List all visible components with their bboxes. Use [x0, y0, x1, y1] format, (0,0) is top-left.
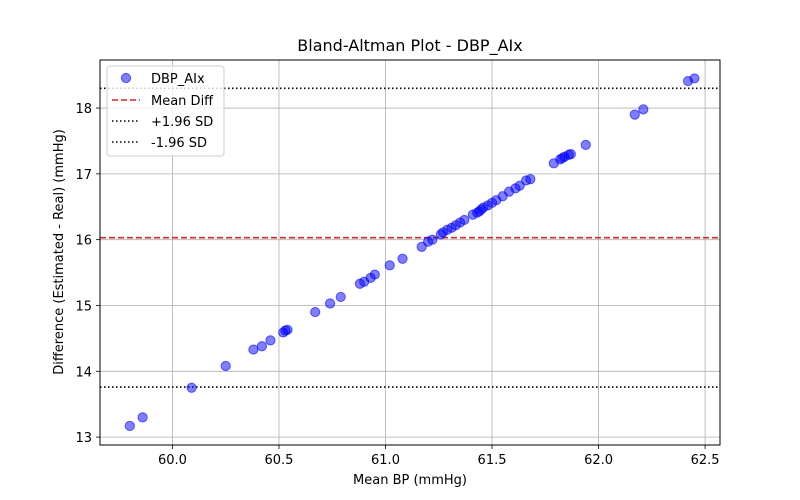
legend-label-upper: +1.96 SD — [151, 115, 213, 130]
data-point — [459, 214, 470, 226]
data-point — [256, 341, 268, 352]
data-point — [427, 234, 438, 245]
data-point — [124, 420, 135, 432]
data-point — [325, 298, 336, 309]
grid-lines — [100, 60, 720, 445]
data-point — [638, 104, 649, 115]
legend-marker-scatter — [120, 72, 132, 84]
data-point — [310, 306, 321, 318]
plot-border — [99, 59, 721, 446]
x-tick-label: 60.5 — [264, 453, 293, 468]
data-point — [397, 253, 408, 264]
legend-label-lower: -1.96 SD — [151, 136, 207, 151]
y-tick-label: 17 — [75, 168, 92, 183]
data-point — [186, 382, 197, 393]
data-point — [384, 260, 395, 271]
data-point — [137, 412, 148, 423]
y-tick-label: 14 — [75, 365, 92, 380]
data-point — [565, 149, 576, 160]
data-point — [369, 269, 380, 280]
chart-title: Bland-Altman Plot - DBP_AIx — [297, 36, 522, 56]
x-axis-title: Mean BP (mmHg) — [353, 473, 467, 488]
data-point — [629, 109, 640, 120]
data-point — [335, 291, 346, 303]
y-tick-label: 16 — [75, 234, 92, 249]
reference-lines — [100, 87, 720, 388]
data-points — [124, 73, 700, 432]
x-tick-label: 62.5 — [691, 453, 720, 468]
data-point — [689, 73, 700, 84]
y-tick-label: 13 — [75, 431, 92, 446]
legend-label-mean: Mean Diff — [151, 94, 214, 109]
data-point — [265, 335, 276, 346]
x-tick-label: 61.0 — [371, 453, 400, 468]
legend-box — [106, 65, 225, 157]
data-point — [525, 174, 536, 185]
legend-label-series: DBP_AIx — [151, 72, 205, 87]
data-point — [282, 324, 293, 335]
data-point — [220, 360, 231, 372]
x-axis-ticks: 60.0 60.5 61.0 61.5 62.0 62.5 — [158, 445, 720, 468]
y-tick-label: 18 — [75, 102, 92, 117]
data-point — [248, 344, 259, 355]
data-point — [580, 139, 591, 150]
x-tick-label: 61.5 — [478, 453, 507, 468]
x-tick-label: 62.0 — [584, 453, 613, 468]
x-tick-label: 60.0 — [158, 453, 187, 468]
y-axis-title: Difference (Estimated - Real) (mmHg) — [52, 129, 67, 375]
y-axis-ticks: 13 14 15 16 17 18 — [75, 102, 100, 446]
y-tick-label: 15 — [75, 299, 92, 314]
legend: DBP_AIx Mean Diff +1.96 SD -1.96 SD — [106, 65, 225, 157]
